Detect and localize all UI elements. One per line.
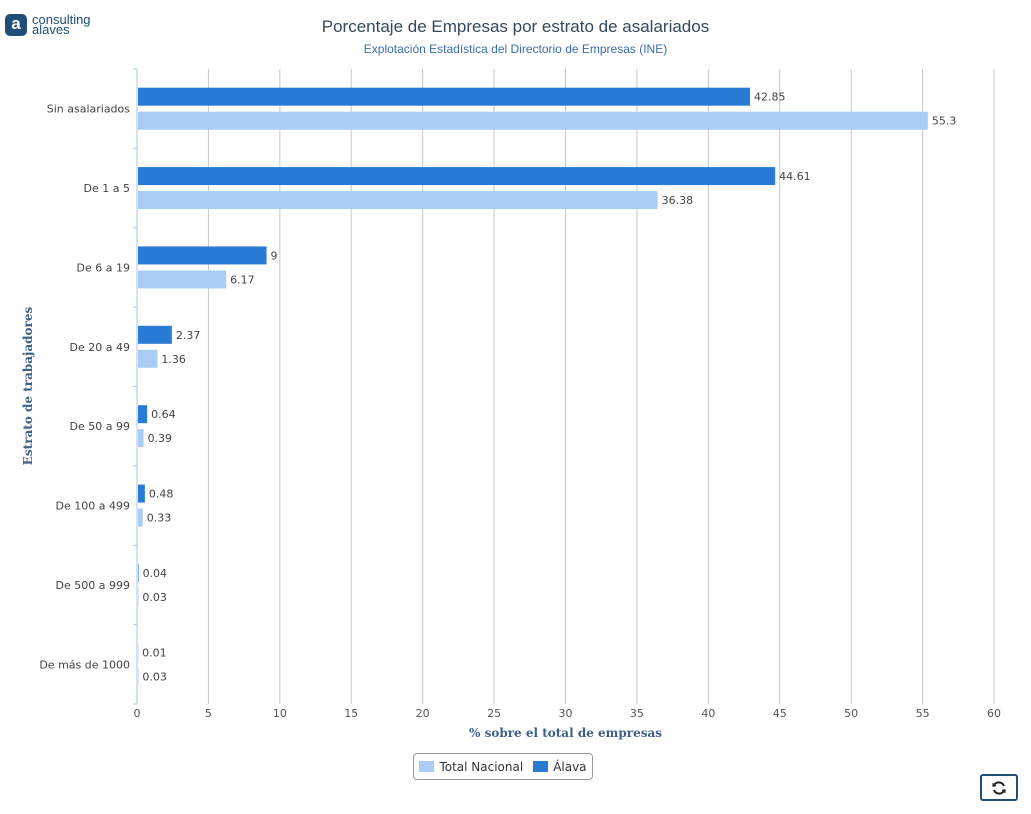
brand-logo: a consulting alaves: [5, 12, 91, 37]
logo-line-2: alaves: [32, 22, 70, 37]
category-label-de-6-a-19: De 6 a 19: [77, 261, 130, 274]
category-label-de-1-a-5: De 1 a 5: [84, 182, 130, 195]
refresh-button[interactable]: [980, 774, 1018, 801]
x-axis-title: % sobre el total de empresas: [469, 726, 662, 740]
x-tick-label: 40: [701, 707, 715, 720]
data-label-total-nacional-de-100-a-499: 0.33: [147, 512, 172, 525]
bar-alava-de-50-a-99: [138, 405, 148, 424]
data-label-alava-de-6-a-19: 9: [271, 249, 278, 262]
category-label-de-50-a-99: De 50 a 99: [70, 420, 130, 433]
data-label-alava-de-20-a-49: 2.37: [176, 329, 201, 342]
x-tick-label: 60: [987, 707, 1001, 720]
data-label-total-nacional-de-1-a-5: 36.38: [662, 194, 694, 207]
x-tick-label: 50: [844, 707, 858, 720]
x-tick-label: 15: [344, 707, 358, 720]
x-tick-label: 10: [273, 707, 287, 720]
data-label-total-nacional-de-500-a-999: 0.03: [142, 591, 167, 604]
bar-total-nacional-de-6-a-19: [138, 270, 227, 289]
legend-swatch-total-nacional: [419, 761, 435, 772]
bar-alava-sin-asalariados: [138, 87, 751, 106]
data-label-alava-de-1-a-5: 44.61: [779, 170, 811, 183]
bar-alava-de-20-a-49: [138, 325, 172, 344]
category-label-de-100-a-499: De 100 a 499: [56, 500, 130, 513]
y-axis-title: Estrato de trabajadores: [21, 307, 35, 466]
data-label-alava-de-50-a-99: 0.64: [151, 408, 176, 421]
x-tick-label: 30: [559, 707, 573, 720]
legend-label-total-nacional: Total Nacional: [439, 759, 524, 774]
x-tick-label: 35: [630, 707, 644, 720]
chart-legend: Total Nacional Álava: [413, 753, 593, 780]
category-label-de-20-a-49: De 20 a 49: [70, 341, 130, 354]
data-label-alava-de-mas-de-1000: 0.01: [142, 646, 167, 659]
chart-title: Porcentaje de Empresas por estrato de as…: [321, 17, 710, 36]
bar-alava-de-6-a-19: [138, 246, 267, 265]
bar-alava-de-500-a-999: [138, 563, 139, 582]
bar-alava-de-100-a-499: [138, 484, 145, 503]
bar-total-nacional-de-100-a-499: [138, 508, 143, 527]
x-tick-label: 55: [916, 707, 930, 720]
category-label-de-mas-de-1000: De más de 1000: [39, 658, 130, 671]
data-label-alava-sin-asalariados: 42.85: [754, 91, 786, 104]
category-label-de-500-a-999: De 500 a 999: [56, 579, 130, 592]
data-label-total-nacional-de-20-a-49: 1.36: [161, 353, 186, 366]
data-label-alava-de-100-a-499: 0.48: [149, 488, 174, 501]
logo-icon: a: [5, 14, 27, 36]
x-tick-label: 20: [416, 707, 430, 720]
x-tick-label: 45: [773, 707, 787, 720]
legend-swatch-alava: [533, 761, 549, 772]
bar-total-nacional-sin-asalariados: [138, 111, 928, 130]
bar-total-nacional-de-1-a-5: [138, 191, 658, 210]
refresh-icon: [992, 780, 1006, 795]
x-tick-label: 0: [134, 707, 141, 720]
chart-subtitle: Explotación Estadística del Directorio d…: [363, 42, 668, 56]
data-label-alava-de-500-a-999: 0.04: [143, 567, 168, 580]
category-label-sin-asalariados: Sin asalariados: [47, 103, 131, 116]
legend-item-total-nacional[interactable]: Total Nacional: [419, 760, 523, 774]
x-tick-label: 5: [205, 707, 212, 720]
bar-alava-de-1-a-5: [138, 167, 776, 186]
x-tick-label: 25: [487, 707, 501, 720]
data-label-total-nacional-de-6-a-19: 6.17: [230, 273, 255, 286]
bar-total-nacional-de-20-a-49: [138, 349, 158, 368]
data-label-total-nacional-de-50-a-99: 0.39: [148, 432, 173, 445]
logo-text: consulting alaves: [32, 12, 91, 37]
legend-item-alava[interactable]: Álava: [533, 759, 587, 774]
data-label-total-nacional-de-mas-de-1000: 0.03: [142, 670, 167, 683]
data-label-total-nacional-sin-asalariados: 55.3: [932, 115, 957, 128]
legend-label-alava: Álava: [553, 759, 587, 774]
bar-total-nacional-de-50-a-99: [138, 429, 144, 448]
logo-line-1: consulting: [32, 12, 91, 27]
